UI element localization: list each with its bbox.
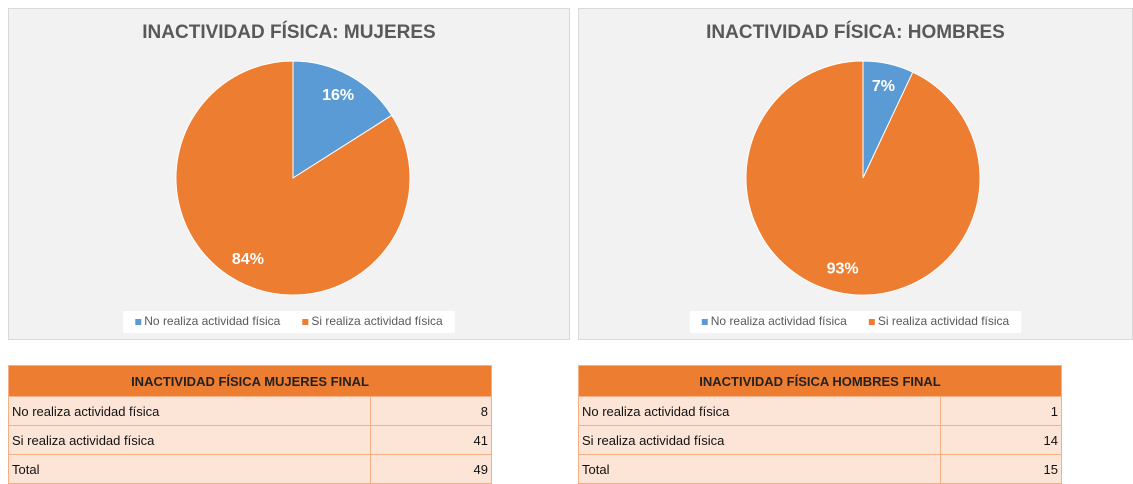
cell-label: Total (8, 454, 371, 484)
legend-box (689, 311, 1022, 333)
legend-box (123, 311, 455, 333)
cell-value: 14 (940, 425, 1062, 455)
pie-slice (745, 60, 981, 296)
header-row: INACTIVIDAD FÍSICA MUJERES FINAL (8, 365, 492, 397)
data-label: 16% (322, 87, 354, 104)
data-label: 84% (232, 251, 264, 268)
chart-title: INACTIVIDAD FÍSICA: MUJERES (142, 21, 435, 43)
cell-label: Total (578, 454, 941, 484)
table-title: INACTIVIDAD FÍSICA MUJERES FINAL (8, 365, 492, 397)
data-table: INACTIVIDAD FÍSICA HOMBRES FINAL No reali… (578, 365, 1062, 484)
cell-label: No realiza actividad física (8, 396, 371, 426)
table-title: INACTIVIDAD FÍSICA HOMBRES FINAL (578, 365, 1062, 397)
cell-value: 49 (370, 454, 492, 484)
cell-value: 1 (940, 396, 1062, 426)
table-row: No realiza actividad física 8 (8, 396, 492, 426)
cell-label: Si realiza actividad física (578, 425, 941, 455)
legend-label: Si realiza actividad física (878, 314, 1010, 328)
chart-title: INACTIVIDAD FÍSICA: HOMBRES (706, 21, 1005, 43)
header-row: INACTIVIDAD FÍSICA HOMBRES FINAL (578, 365, 1062, 397)
table-row: Total 15 (578, 454, 1062, 484)
table-row: Si realiza actividad física 14 (578, 425, 1062, 455)
table-row: Si realiza actividad física 41 (8, 425, 492, 455)
table-row: Total 49 (8, 454, 492, 484)
pie-slice (292, 60, 393, 179)
cell-label: Si realiza actividad física (8, 425, 371, 455)
legend-label: Si realiza actividad física (311, 314, 443, 328)
cell-value: 15 (940, 454, 1062, 484)
chart: INACTIVIDAD FÍSICA: MUJERES 16% 84% No real… (8, 8, 570, 340)
data-label: 7% (872, 78, 895, 95)
cell-label: No realiza actividad física (578, 396, 941, 426)
legend-marker (868, 319, 875, 325)
data-label: 93% (827, 261, 859, 278)
cell-value: 41 (370, 425, 492, 455)
legend-marker (135, 319, 142, 325)
cell-value: 8 (370, 396, 492, 426)
chart: INACTIVIDAD FÍSICA: HOMBRES 7% 93% No reali… (578, 8, 1133, 340)
legend-marker (302, 319, 309, 325)
data-table: INACTIVIDAD FÍSICA MUJERES FINAL No reali… (8, 365, 492, 484)
table-row: No realiza actividad física 1 (578, 396, 1062, 426)
legend-marker (701, 319, 708, 325)
legend-label: No realiza actividad física (144, 314, 280, 328)
pie-slice (175, 60, 411, 296)
legend-label: No realiza actividad física (711, 314, 847, 328)
